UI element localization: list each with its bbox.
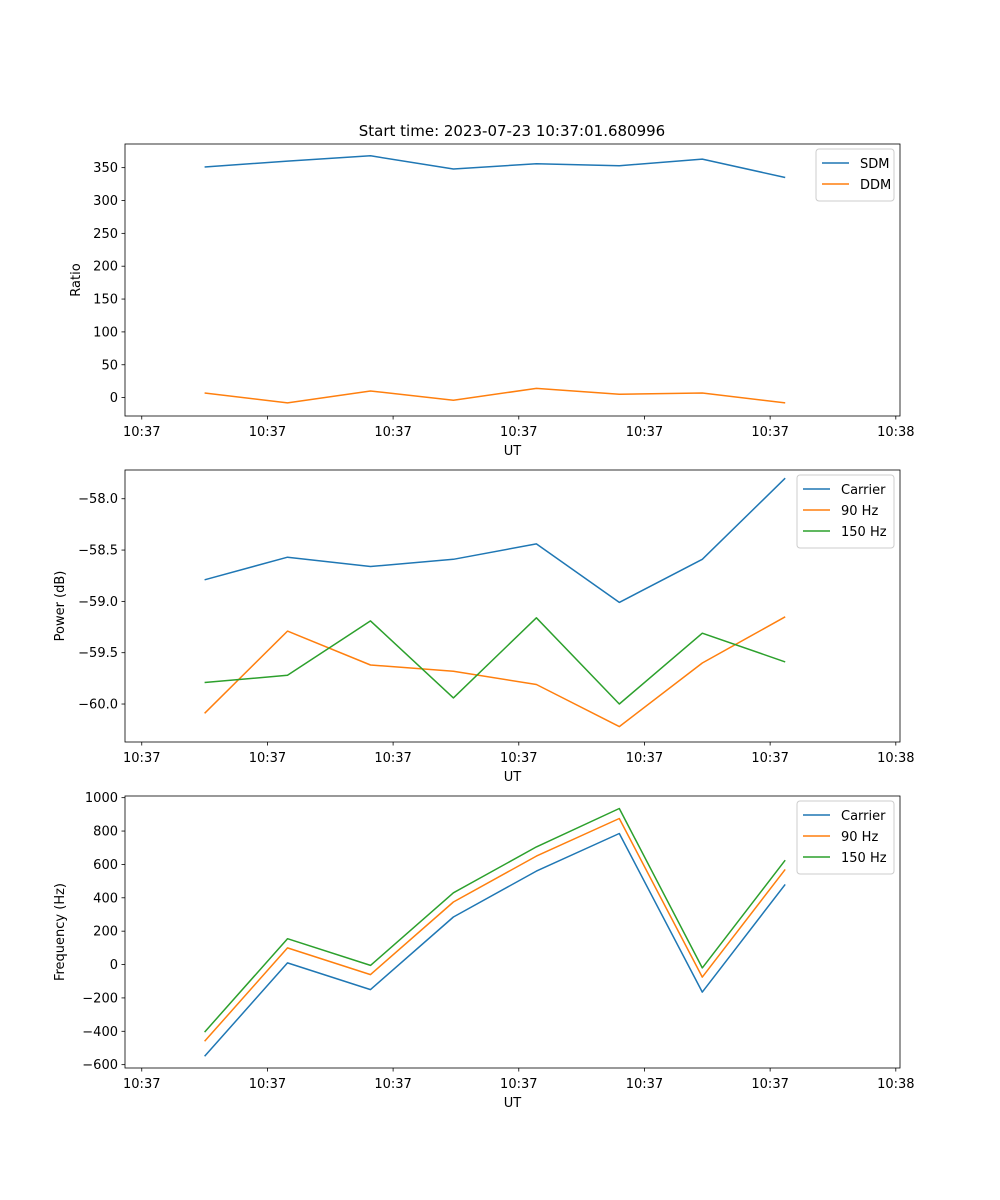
x-tick-label: 10:37	[123, 751, 160, 766]
x-axis-label: UT	[504, 770, 522, 785]
y-tick-label: 300	[93, 194, 118, 209]
panels: 10:37 10:37 10:37 10:37 10:37 10:37 10:38 0 50 10…	[53, 143, 915, 1111]
y-tick-label: 200	[93, 925, 118, 940]
legend: Carrier 90 Hz 150 Hz	[796, 800, 895, 875]
y-tick-label: 50	[101, 358, 118, 373]
x-tick-label: 10:37	[500, 1077, 537, 1092]
x-tick-label: 10:37	[123, 425, 160, 440]
x-tick-label: 10:37	[500, 751, 537, 766]
figure-title: Start time: 2023-07-23 10:37:01.680996	[359, 122, 665, 140]
legend-box	[796, 474, 895, 549]
y-tick-label: −400	[82, 1025, 118, 1040]
plot-frame	[124, 469, 901, 743]
y-tick-label: 1000	[85, 791, 118, 806]
series-line-90-hz	[204, 616, 786, 728]
legend-label-150-hz: 150 Hz	[841, 851, 887, 866]
y-tick-label: 800	[93, 825, 118, 840]
plot-frame	[124, 795, 901, 1069]
y-tick-label: −60.0	[78, 698, 118, 713]
y-tick-label: 150	[93, 293, 118, 308]
legend-label-ddm: DDM	[860, 178, 891, 193]
legend: Carrier 90 Hz 150 Hz	[796, 474, 895, 549]
chart-panel-2: 10:37 10:37 10:37 10:37 10:37 10:37 10:38 −60.0…	[53, 469, 915, 785]
x-tick-label: 10:37	[123, 1077, 160, 1092]
plot-frame	[124, 143, 901, 417]
chart-panel-1: 10:37 10:37 10:37 10:37 10:37 10:37 10:38 0 50 10…	[69, 143, 915, 459]
series-line-sdm	[204, 155, 786, 179]
y-axis-label: Frequency (Hz)	[53, 883, 68, 981]
x-tick-label: 10:37	[751, 751, 788, 766]
x-tick-label: 10:38	[877, 751, 914, 766]
legend-label-sdm: SDM	[860, 157, 889, 172]
y-tick-label: −200	[82, 991, 118, 1006]
y-tick-label: −58.0	[78, 492, 118, 507]
x-tick-label: 10:37	[626, 751, 663, 766]
x-tick-label: 10:37	[626, 1077, 663, 1092]
y-tick-label: 200	[93, 260, 118, 275]
y-axis-label: Power (dB)	[53, 571, 68, 642]
y-tick-label: −59.0	[78, 595, 118, 610]
legend-label-90-hz: 90 Hz	[841, 830, 878, 845]
series-line-ddm	[204, 387, 786, 404]
legend: SDM DDM	[815, 148, 895, 202]
x-tick-label: 10:37	[374, 751, 411, 766]
x-tick-label: 10:37	[374, 1077, 411, 1092]
x-axis-label: UT	[504, 1096, 522, 1111]
legend-label-carrier: Carrier	[841, 809, 886, 824]
series-line-150-hz	[204, 617, 786, 705]
y-tick-label: 0	[110, 391, 118, 406]
y-tick-label: 0	[110, 958, 118, 973]
y-tick-label: 400	[93, 891, 118, 906]
legend-box	[815, 148, 895, 202]
legend-label-90-hz: 90 Hz	[841, 504, 878, 519]
series-line-carrier	[204, 832, 786, 1057]
chart-panel-3: 10:37 10:37 10:37 10:37 10:37 10:37 10:38 −600 −…	[53, 791, 915, 1111]
x-tick-label: 10:37	[751, 1077, 788, 1092]
legend-label-150-hz: 150 Hz	[841, 525, 887, 540]
legend-label-carrier: Carrier	[841, 483, 886, 498]
y-tick-label: −58.5	[78, 544, 118, 559]
series-line-90-hz	[204, 817, 786, 1042]
x-tick-label: 10:38	[877, 425, 914, 440]
x-tick-label: 10:37	[249, 1077, 286, 1092]
y-tick-label: 350	[93, 161, 118, 176]
x-tick-label: 10:37	[626, 425, 663, 440]
x-tick-label: 10:37	[500, 425, 537, 440]
x-tick-label: 10:37	[249, 751, 286, 766]
legend-box	[796, 800, 895, 875]
y-tick-label: −600	[82, 1058, 118, 1073]
series-line-150-hz	[204, 807, 786, 1033]
y-tick-label: −59.5	[78, 646, 118, 661]
x-tick-label: 10:37	[249, 425, 286, 440]
y-tick-label: 100	[93, 325, 118, 340]
y-tick-label: 600	[93, 858, 118, 873]
y-tick-label: 250	[93, 227, 118, 242]
x-tick-label: 10:37	[751, 425, 788, 440]
y-axis-label: Ratio	[69, 263, 84, 296]
x-tick-label: 10:38	[877, 1077, 914, 1092]
x-axis-label: UT	[504, 444, 522, 459]
x-tick-label: 10:37	[374, 425, 411, 440]
series-line-carrier	[204, 477, 786, 604]
